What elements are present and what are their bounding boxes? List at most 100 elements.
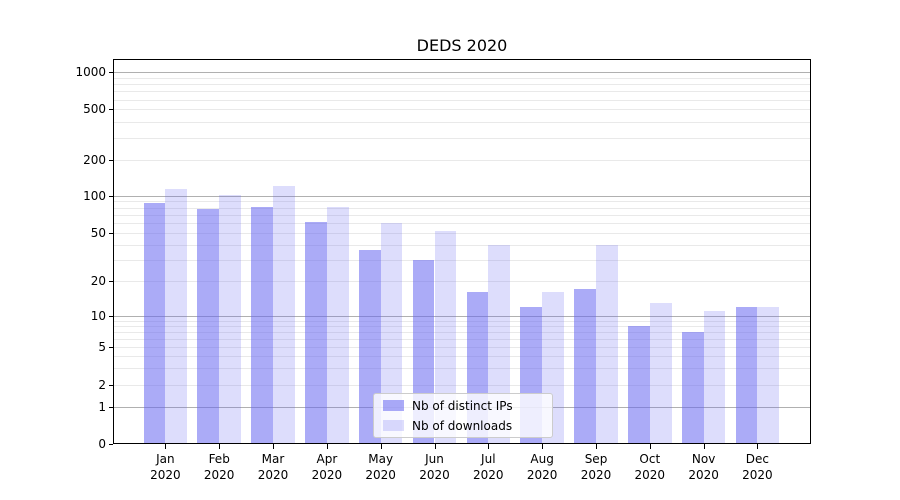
minor-gridline — [113, 215, 811, 216]
minor-gridline — [113, 223, 811, 225]
x-tick-label: Oct 2020 — [634, 452, 666, 482]
y-tick-mark — [109, 280, 113, 282]
minor-gridline — [113, 121, 811, 123]
legend: Nb of distinct IPs Nb of downloads — [373, 393, 553, 438]
minor-gridline — [113, 244, 811, 246]
bar-downloads — [757, 306, 780, 444]
legend-item-downloads: Nb of downloads — [374, 416, 552, 436]
x-tick-mark — [219, 444, 221, 449]
minor-gridline — [113, 91, 811, 93]
x-tick-label: Jan 2020 — [150, 452, 181, 482]
x-tick-label: May 2020 — [365, 452, 396, 482]
y-tick-label: 5 — [98, 339, 106, 354]
minor-gridline — [113, 368, 811, 370]
minor-gridline — [113, 356, 811, 357]
y-tick-mark — [109, 109, 113, 111]
y-tick-label: 100 — [83, 188, 106, 203]
legend-item-distinct-ips: Nb of distinct IPs — [374, 396, 552, 416]
y-tick-mark — [109, 444, 113, 445]
minor-gridline — [113, 207, 811, 209]
y-tick-label: 50 — [90, 226, 106, 241]
x-tick-label: Jun 2020 — [419, 452, 450, 482]
minor-gridline — [113, 160, 811, 161]
x-tick-mark — [596, 444, 597, 449]
x-tick-label: Aug 2020 — [526, 452, 558, 482]
minor-gridline — [113, 331, 811, 333]
minor-gridline — [113, 109, 811, 111]
x-tick-mark — [165, 444, 167, 449]
legend-swatch-downloads — [383, 420, 404, 431]
x-tick-mark — [757, 444, 759, 449]
y-tick-mark — [109, 385, 113, 386]
minor-gridline — [113, 325, 811, 327]
bar-distinct-ips — [628, 325, 650, 444]
x-tick-label: Sep 2020 — [580, 452, 612, 482]
bar-downloads — [326, 207, 349, 444]
x-tick-mark — [380, 444, 382, 449]
x-tick-mark — [703, 444, 705, 449]
minor-gridline — [113, 346, 811, 348]
chart-title: DEDS 2020 — [416, 36, 508, 55]
minor-gridline — [113, 320, 811, 322]
bar-downloads — [165, 188, 188, 444]
x-tick-mark — [434, 444, 436, 449]
bar-distinct-ips — [143, 202, 166, 444]
y-tick-label: 20 — [90, 273, 106, 288]
minor-gridline — [113, 385, 811, 386]
y-tick-mark — [109, 346, 113, 348]
y-tick-mark — [109, 233, 113, 235]
bar-downloads — [596, 244, 618, 444]
major-gridline — [113, 316, 811, 317]
minor-gridline — [113, 99, 811, 101]
bar-downloads — [434, 231, 457, 444]
y-tick-label: 1000 — [75, 65, 106, 79]
y-tick-label: 10 — [90, 309, 106, 323]
bar-downloads — [703, 311, 726, 444]
x-tick-label: Feb 2020 — [203, 452, 235, 482]
bar-downloads — [219, 194, 241, 444]
minor-gridline — [113, 84, 811, 85]
bar-distinct-ips — [197, 209, 220, 444]
x-tick-mark — [273, 444, 274, 449]
bar-distinct-ips — [251, 207, 273, 444]
major-gridline — [113, 195, 811, 197]
x-tick-label: Jul 2020 — [473, 452, 504, 482]
minor-gridline — [113, 201, 811, 203]
x-tick-label: Apr 2020 — [311, 452, 343, 482]
bar-distinct-ips — [681, 331, 704, 444]
legend-swatch-distinct-ips — [383, 400, 404, 411]
bar-downloads — [273, 186, 295, 444]
bar-distinct-ips — [305, 221, 327, 444]
y-tick-label: 1 — [98, 400, 106, 415]
x-tick-mark — [488, 444, 490, 449]
plot-area — [113, 59, 811, 444]
minor-gridline — [113, 137, 811, 139]
legend-label-downloads: Nb of downloads — [412, 418, 513, 433]
minor-gridline — [113, 280, 811, 282]
x-tick-mark — [542, 444, 544, 449]
x-tick-label: Mar 2020 — [257, 452, 289, 482]
x-tick-mark — [649, 444, 651, 449]
x-tick-label: Dec 2020 — [742, 452, 773, 482]
minor-gridline — [113, 259, 811, 261]
x-tick-mark — [326, 444, 328, 449]
y-tick-mark — [109, 195, 113, 197]
legend-label-distinct-ips: Nb of distinct IPs — [412, 398, 513, 413]
y-tick-label: 2 — [98, 378, 106, 392]
minor-gridline — [113, 338, 811, 340]
y-tick-mark — [109, 407, 113, 409]
bar-distinct-ips — [735, 306, 758, 444]
minor-gridline — [113, 233, 811, 235]
y-tick-mark — [109, 160, 113, 161]
y-tick-mark — [109, 316, 113, 317]
y-tick-label: 0 — [98, 437, 106, 451]
bar-distinct-ips — [574, 289, 596, 444]
x-tick-label: Nov 2020 — [688, 452, 719, 482]
major-gridline — [113, 72, 811, 73]
y-tick-mark — [109, 72, 113, 73]
minor-gridline — [113, 77, 811, 79]
y-tick-label: 200 — [83, 153, 106, 167]
bar-downloads — [649, 302, 672, 444]
bar-downloads — [380, 223, 403, 444]
